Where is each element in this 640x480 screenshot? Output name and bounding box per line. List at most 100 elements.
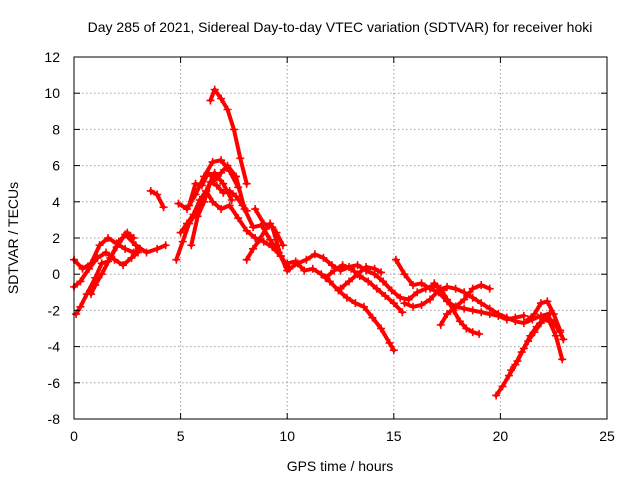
- data-point: [95, 241, 104, 250]
- data-point: [174, 199, 183, 208]
- data-point: [511, 317, 520, 326]
- data-point: [153, 244, 162, 253]
- data-point: [242, 226, 251, 235]
- data-point: [498, 382, 507, 391]
- data-point: [219, 179, 228, 188]
- data-point: [443, 310, 452, 319]
- data-point: [477, 281, 486, 290]
- data-point: [242, 206, 251, 215]
- data-point: [321, 273, 330, 282]
- data-point: [114, 237, 123, 246]
- y-tick-label: 10: [44, 85, 60, 101]
- data-point: [206, 177, 215, 186]
- data-point: [229, 125, 238, 134]
- data-point: [101, 248, 110, 257]
- data-point: [84, 264, 93, 273]
- data-point: [364, 277, 373, 286]
- data-point: [351, 299, 360, 308]
- y-tick-label: -2: [48, 302, 61, 318]
- data-point: [543, 297, 552, 306]
- data-point: [133, 248, 142, 257]
- data-point: [182, 219, 191, 228]
- data-point: [345, 277, 354, 286]
- plot-area: [70, 85, 568, 400]
- data-point: [519, 344, 528, 353]
- data-point: [353, 261, 362, 270]
- data-point: [400, 270, 409, 279]
- data-point: [549, 310, 558, 319]
- data-point: [468, 328, 477, 337]
- data-point: [558, 355, 567, 364]
- data-point: [530, 310, 539, 319]
- data-point: [310, 250, 319, 259]
- data-point: [219, 188, 228, 197]
- axis-ticks: [73, 56, 608, 420]
- y-tick-label: -6: [48, 375, 61, 391]
- data-point: [519, 319, 528, 328]
- data-point: [325, 277, 334, 286]
- data-point: [462, 324, 471, 333]
- data-point: [127, 253, 136, 262]
- data-point: [87, 290, 96, 299]
- y-tick-label: 2: [52, 230, 60, 246]
- data-point: [278, 241, 287, 250]
- data-point: [234, 214, 243, 223]
- data-series-trace: [189, 179, 249, 248]
- data-point: [494, 310, 503, 319]
- data-point: [208, 157, 217, 166]
- data-point: [217, 94, 226, 103]
- data-point: [387, 286, 396, 295]
- data-point: [460, 295, 469, 304]
- data-point: [110, 255, 119, 264]
- chart-title: Day 285 of 2021, Sidereal Day-to-day VTE…: [88, 19, 593, 35]
- data-point: [468, 284, 477, 293]
- data-point: [72, 310, 81, 319]
- data-point: [338, 261, 347, 270]
- data-point: [526, 331, 535, 340]
- data-point: [251, 234, 260, 242]
- data-point: [398, 308, 407, 317]
- data-point: [426, 284, 435, 293]
- data-point: [291, 257, 300, 266]
- data-point: [317, 270, 326, 279]
- data-point: [543, 311, 552, 320]
- y-axis-tick-labels: -8 -6 -4 -2 0 2 4 6 8 10 12: [44, 49, 60, 427]
- data-point: [91, 281, 100, 290]
- data-point: [104, 234, 113, 242]
- data-point: [195, 195, 204, 204]
- y-tick-label: -4: [48, 339, 61, 355]
- data-series-trace: [187, 163, 290, 269]
- data-point: [377, 268, 386, 277]
- data-point: [381, 291, 390, 300]
- data-point: [389, 299, 398, 308]
- data-point: [146, 186, 155, 195]
- data-point: [259, 219, 268, 228]
- data-point: [485, 304, 494, 313]
- data-point: [539, 315, 548, 324]
- data-point: [451, 302, 460, 311]
- data-point: [153, 190, 162, 199]
- data-point: [353, 270, 362, 279]
- data-point: [524, 315, 533, 324]
- data-point: [119, 261, 128, 270]
- data-point: [507, 366, 516, 375]
- data-point: [276, 252, 285, 261]
- data-point: [519, 311, 528, 320]
- data-point: [400, 299, 409, 308]
- x-tick-label: 10: [279, 428, 295, 444]
- data-point: [225, 201, 234, 210]
- data-series-trace: [323, 263, 405, 315]
- y-tick-label: 12: [44, 49, 60, 65]
- data-series-trace: [526, 299, 563, 333]
- data-point: [266, 235, 275, 244]
- data-point: [232, 172, 241, 181]
- data-point: [217, 205, 226, 214]
- data-point: [443, 282, 452, 291]
- data-point: [204, 168, 213, 177]
- data-point: [161, 241, 170, 250]
- data-point: [193, 212, 202, 221]
- data-point: [238, 201, 247, 210]
- data-point: [468, 293, 477, 302]
- data-point: [468, 306, 477, 315]
- data-point: [302, 255, 311, 264]
